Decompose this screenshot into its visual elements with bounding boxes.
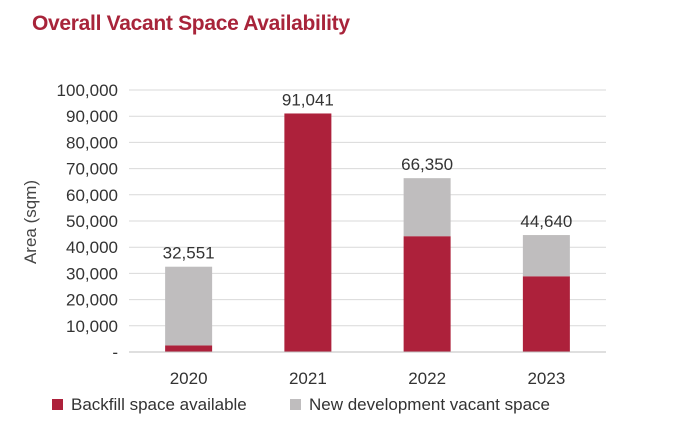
bar-segment-2021-backfill xyxy=(284,113,332,352)
y-tick-label: 30,000 xyxy=(66,264,118,283)
bar-segment-2022-new-development xyxy=(403,178,451,237)
bars xyxy=(165,113,570,352)
bar-total-label: 44,640 xyxy=(520,212,572,231)
legend-swatch xyxy=(52,399,63,410)
bar-segment-2022-backfill xyxy=(403,236,451,352)
y-tick-label: 20,000 xyxy=(66,291,118,310)
x-category-label: 2022 xyxy=(408,369,446,388)
y-tick-label: 40,000 xyxy=(66,238,118,257)
legend-label: New development vacant space xyxy=(309,395,550,414)
x-category-label: 2023 xyxy=(527,369,565,388)
y-tick-label: 60,000 xyxy=(66,186,118,205)
bar-segment-2020-new-development xyxy=(165,266,213,346)
x-category-label: 2020 xyxy=(170,369,208,388)
y-tick-label: 80,000 xyxy=(66,133,118,152)
y-axis-ticks: - 10,000 20,000 30,000 40,000 50,000 60,000 70,… xyxy=(57,81,118,362)
bar-total-label: 91,041 xyxy=(282,90,334,109)
y-tick-label: 90,000 xyxy=(66,107,118,126)
bar-segment-2020-backfill xyxy=(165,345,213,352)
bar-segment-2023-new-development xyxy=(522,235,570,277)
y-tick-label: 100,000 xyxy=(57,81,118,100)
legend-swatch xyxy=(290,399,301,410)
x-axis-categories: 2020 2021 2022 2023 xyxy=(170,369,566,388)
chart-title: Overall Vacant Space Availability xyxy=(32,12,350,35)
y-tick-label: 50,000 xyxy=(66,212,118,231)
bar-segment-2023-backfill xyxy=(522,276,570,352)
legend: Backfill space available New development … xyxy=(52,395,550,414)
y-tick-label: - xyxy=(112,343,118,362)
bar-total-label: 66,350 xyxy=(401,155,453,174)
bar-totals: 32,551 91,041 66,350 44,640 xyxy=(163,90,573,262)
y-axis-label: Area (sqm) xyxy=(21,180,40,264)
legend-label: Backfill space available xyxy=(71,395,247,414)
bar-total-label: 32,551 xyxy=(163,244,215,263)
y-tick-label: 70,000 xyxy=(66,160,118,179)
x-category-label: 2021 xyxy=(289,369,327,388)
y-tick-label: 10,000 xyxy=(66,317,118,336)
